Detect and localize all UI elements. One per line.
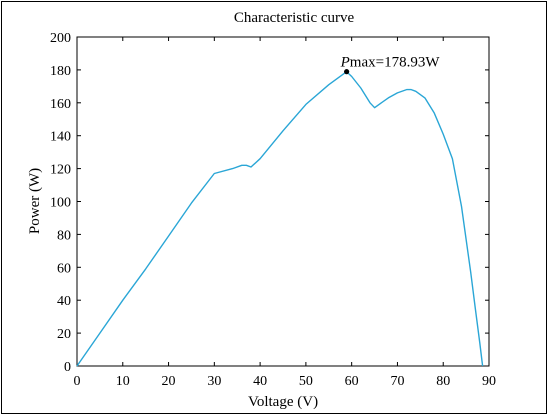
x-tick-label: 40 <box>253 374 267 389</box>
y-tick-label: 120 <box>50 163 71 178</box>
x-tick-label: 20 <box>162 374 176 389</box>
x-axis-title: Voltage (V) <box>248 394 318 410</box>
y-tick-label: 40 <box>57 294 71 309</box>
y-tick-label: 20 <box>57 327 71 342</box>
x-tick-label: 80 <box>436 374 450 389</box>
y-tick-label: 100 <box>50 196 71 211</box>
y-axis-ticks: 0 20 40 60 80 100 120 140 160 180 200 <box>50 31 489 375</box>
annotation-layer: Pmax=178.93W <box>340 55 441 75</box>
x-axis-ticks: 0 10 20 30 40 50 60 70 80 90 <box>74 37 496 389</box>
pmax-label-text: max=178.93W <box>350 55 441 71</box>
pmax-point <box>344 69 350 75</box>
pmax-label-symbol: P <box>340 55 350 71</box>
y-tick-label: 0 <box>64 360 71 375</box>
x-tick-label: 90 <box>482 374 496 389</box>
y-tick-label: 80 <box>57 228 71 243</box>
x-tick-label: 0 <box>74 374 81 389</box>
chart-title: Characteristic curve <box>234 10 355 26</box>
y-tick-label: 160 <box>50 97 71 112</box>
x-tick-label: 60 <box>345 374 359 389</box>
pmax-label: Pmax=178.93W <box>340 55 441 71</box>
power-curve-line <box>76 71 484 367</box>
x-tick-label: 30 <box>207 374 221 389</box>
plot-area <box>76 36 490 367</box>
y-axis-title: Power (W) <box>27 168 43 234</box>
x-tick-label: 10 <box>116 374 130 389</box>
y-tick-label: 140 <box>50 130 71 145</box>
x-tick-label: 50 <box>299 374 313 389</box>
y-tick-label: 180 <box>50 64 71 79</box>
y-tick-label: 60 <box>57 261 71 276</box>
series-layer <box>76 71 484 367</box>
y-tick-label: 200 <box>50 31 71 46</box>
x-tick-label: 70 <box>390 374 404 389</box>
